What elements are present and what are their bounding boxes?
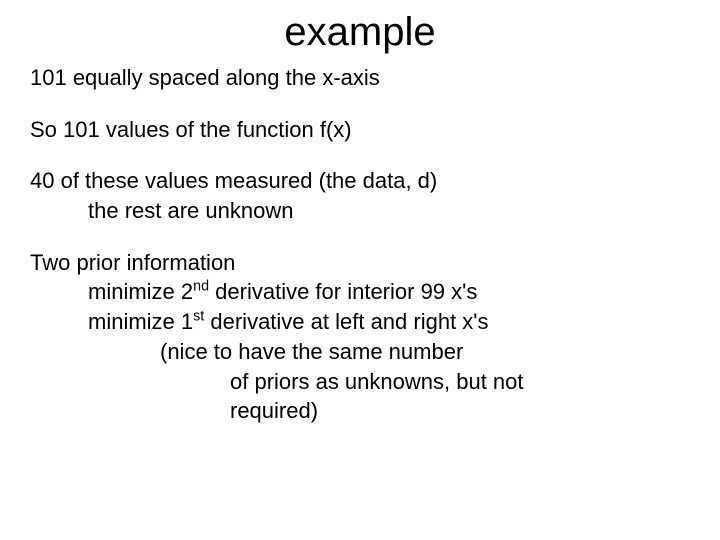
text-line: required) [30,396,690,426]
para-2: So 101 values of the function f(x) [30,115,690,145]
text-line: the rest are unknown [30,196,690,226]
text-line: So 101 values of the function f(x) [30,117,352,142]
para-1: 101 equally spaced along the x-axis [30,63,690,93]
text-line: (nice to have the same number [30,337,690,367]
text-line: Two prior information [30,248,690,278]
text-line: of priors as unknowns, but not [30,367,690,397]
text-fragment: minimize 2 [88,279,193,304]
slide: example 101 equally spaced along the x-a… [0,0,720,540]
text-line: 101 equally spaced along the x-axis [30,65,380,90]
text-line: 40 of these values measured (the data, d… [30,166,690,196]
superscript: st [193,309,204,325]
slide-title: example [0,0,720,63]
text-line: minimize 1st derivative at left and righ… [30,307,690,337]
para-3: 40 of these values measured (the data, d… [30,166,690,225]
text-fragment: minimize 1 [88,309,193,334]
slide-body: 101 equally spaced along the x-axis So 1… [0,63,720,426]
superscript: nd [193,279,209,295]
para-4: Two prior information minimize 2nd deriv… [30,248,690,426]
text-line: minimize 2nd derivative for interior 99 … [30,277,690,307]
text-fragment: derivative at left and right x's [204,309,488,334]
text-fragment: derivative for interior 99 x's [209,279,477,304]
